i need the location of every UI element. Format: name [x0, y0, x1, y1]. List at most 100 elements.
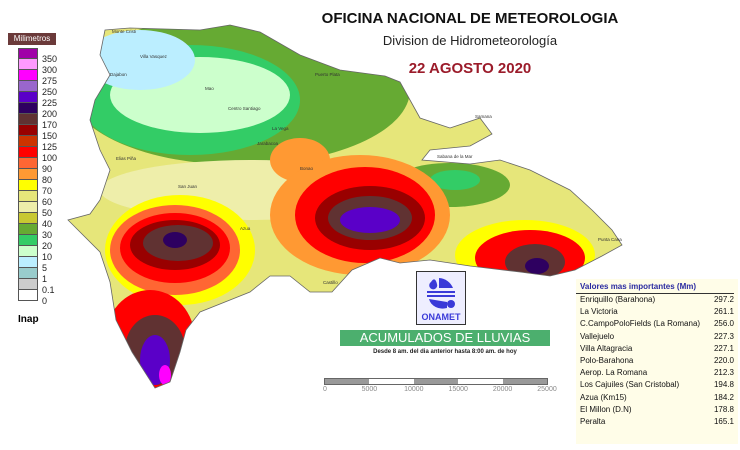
legend-label: 170 [42, 120, 58, 130]
report-date: 22 AGOSTO 2020 [408, 60, 532, 77]
rainfall-value: 220.0 [713, 356, 734, 366]
legend-label: 225 [42, 98, 58, 108]
rainfall-value: 194.8 [713, 380, 734, 390]
legend-label: 300 [42, 65, 58, 75]
legend-label: 125 [42, 142, 58, 152]
legend-swatch [18, 92, 38, 103]
city-label: Azua [240, 226, 251, 231]
city-label: San Juan [178, 184, 198, 189]
scale-label: 10000 [404, 386, 424, 393]
legend-swatch [18, 246, 38, 257]
legend-label: 250 [42, 87, 58, 97]
legend-swatch [18, 191, 38, 202]
legend-swatch [18, 125, 38, 136]
scale-label: 25000 [537, 386, 557, 393]
legend-label: 275 [42, 76, 58, 86]
legend-swatch [18, 224, 38, 235]
logo-text: ONAMET [421, 312, 461, 322]
station-name: La Victoria [580, 307, 618, 317]
station-name: Peralta [580, 417, 606, 427]
legend-swatch [18, 81, 38, 92]
scale-bar [324, 378, 548, 385]
station-name: Enriquillo (Barahona) [580, 295, 656, 304]
legend-label: 100 [42, 153, 58, 163]
city-label: Dajabon [110, 72, 127, 77]
map-banner-subtitle: Desde 8 am. del dia anterior hasta 8:00 … [373, 349, 517, 355]
table-row: Peralta 165.1 [576, 416, 738, 428]
station-name: Los Cajuiles (San Cristobal) [580, 380, 680, 390]
legend-swatch [18, 180, 38, 191]
legend-swatch [18, 290, 38, 301]
legend-swatch [18, 158, 38, 169]
page-subtitle: Division de Hidrometeorología [382, 33, 558, 48]
rainfall-value: 178.8 [713, 404, 734, 414]
table-row: Polo-Barahona 220.0 [576, 355, 738, 367]
rainfall-value: 256.0 [713, 319, 734, 329]
city-label: Samana [475, 114, 492, 119]
top-values-table: Valores mas importantes (Mm) Enriquillo … [576, 279, 738, 444]
station-name: Azua (Km15) [580, 392, 627, 402]
rainfall-value: 212.3 [713, 368, 734, 378]
scale-label: 20000 [492, 386, 513, 393]
legend-label: 40 [42, 219, 53, 229]
onamet-logo: ONAMET [416, 271, 466, 325]
table-title: Valores mas importantes (Mm) [576, 279, 734, 294]
table-row: El Millon (D.N) 178.8 [576, 404, 738, 416]
station-name: Aerop. La Romana [580, 368, 648, 378]
legend-label: 200 [42, 109, 58, 119]
legend-label: 350 [42, 54, 58, 64]
legend-label: 90 [42, 164, 53, 174]
legend-label: 30 [42, 230, 53, 240]
legend-label: 0.1 [42, 285, 55, 295]
legend-swatch [18, 279, 38, 290]
station-name: C.CampoPoloFields (La Romana) [580, 319, 701, 329]
table-row: Los Cajuiles (San Cristobal) 194.8 [576, 379, 738, 391]
city-label: Jarabacoa [257, 141, 279, 146]
rainfall-value: 297.2 [713, 295, 734, 304]
city-label: Monte Cristi [112, 29, 136, 34]
legend-label: 5 [42, 263, 48, 273]
scale-label: 0 [323, 386, 327, 393]
map-banner-title: ACUMULADOS DE LLUVIAS [340, 330, 550, 346]
legend-label: 10 [42, 252, 53, 262]
scale-label: 5000 [361, 386, 378, 393]
legend-label: 70 [42, 186, 53, 196]
page-title: OFICINA NACIONAL DE METEOROLOGIA [321, 10, 619, 27]
table-row: Aerop. La Romana 212.3 [576, 367, 738, 379]
legend-swatch [18, 59, 38, 70]
station-name: Villa Altagracia [580, 343, 633, 353]
legend-label: 1 [42, 274, 48, 284]
scale-label: 15000 [448, 386, 468, 393]
rainfall-value: 165.1 [713, 417, 734, 427]
station-name: Vallejuelo [580, 331, 615, 341]
table-row: La Victoria 261.1 [576, 306, 738, 318]
legend-swatch [18, 48, 38, 59]
legend-label: 80 [42, 175, 53, 185]
logo-emblem-icon [427, 278, 455, 309]
city-label: Elias Piña [116, 156, 137, 161]
legend-swatch [18, 147, 38, 158]
legend-swatch [18, 235, 38, 246]
legend-swatch [18, 257, 38, 268]
legend-swatch [18, 70, 38, 81]
table-row: Azua (Km15) 184.2 [576, 392, 738, 404]
city-label: Centro Santiago [228, 106, 261, 111]
legend-label: 60 [42, 197, 53, 207]
rainfall-value: 227.3 [713, 331, 734, 341]
legend-label: 20 [42, 241, 53, 251]
table-row: Vallejuelo 227.3 [576, 331, 738, 343]
legend-label: 0 [42, 296, 48, 306]
rainfall-value: 227.1 [713, 343, 734, 353]
station-name: Polo-Barahona [580, 356, 634, 366]
table-row: Enriquillo (Barahona) 297.2 [576, 294, 738, 306]
legend-swatch [18, 202, 38, 213]
legend-footer: Inap [18, 314, 39, 325]
legend-swatch [18, 136, 38, 147]
legend-label: 50 [42, 208, 53, 218]
city-label: Puerto Plata [315, 72, 340, 77]
legend-label: 150 [42, 131, 58, 141]
city-label: Castillo [323, 280, 338, 285]
legend-swatch [18, 103, 38, 114]
city-label: Villa Vasquez [140, 54, 168, 59]
